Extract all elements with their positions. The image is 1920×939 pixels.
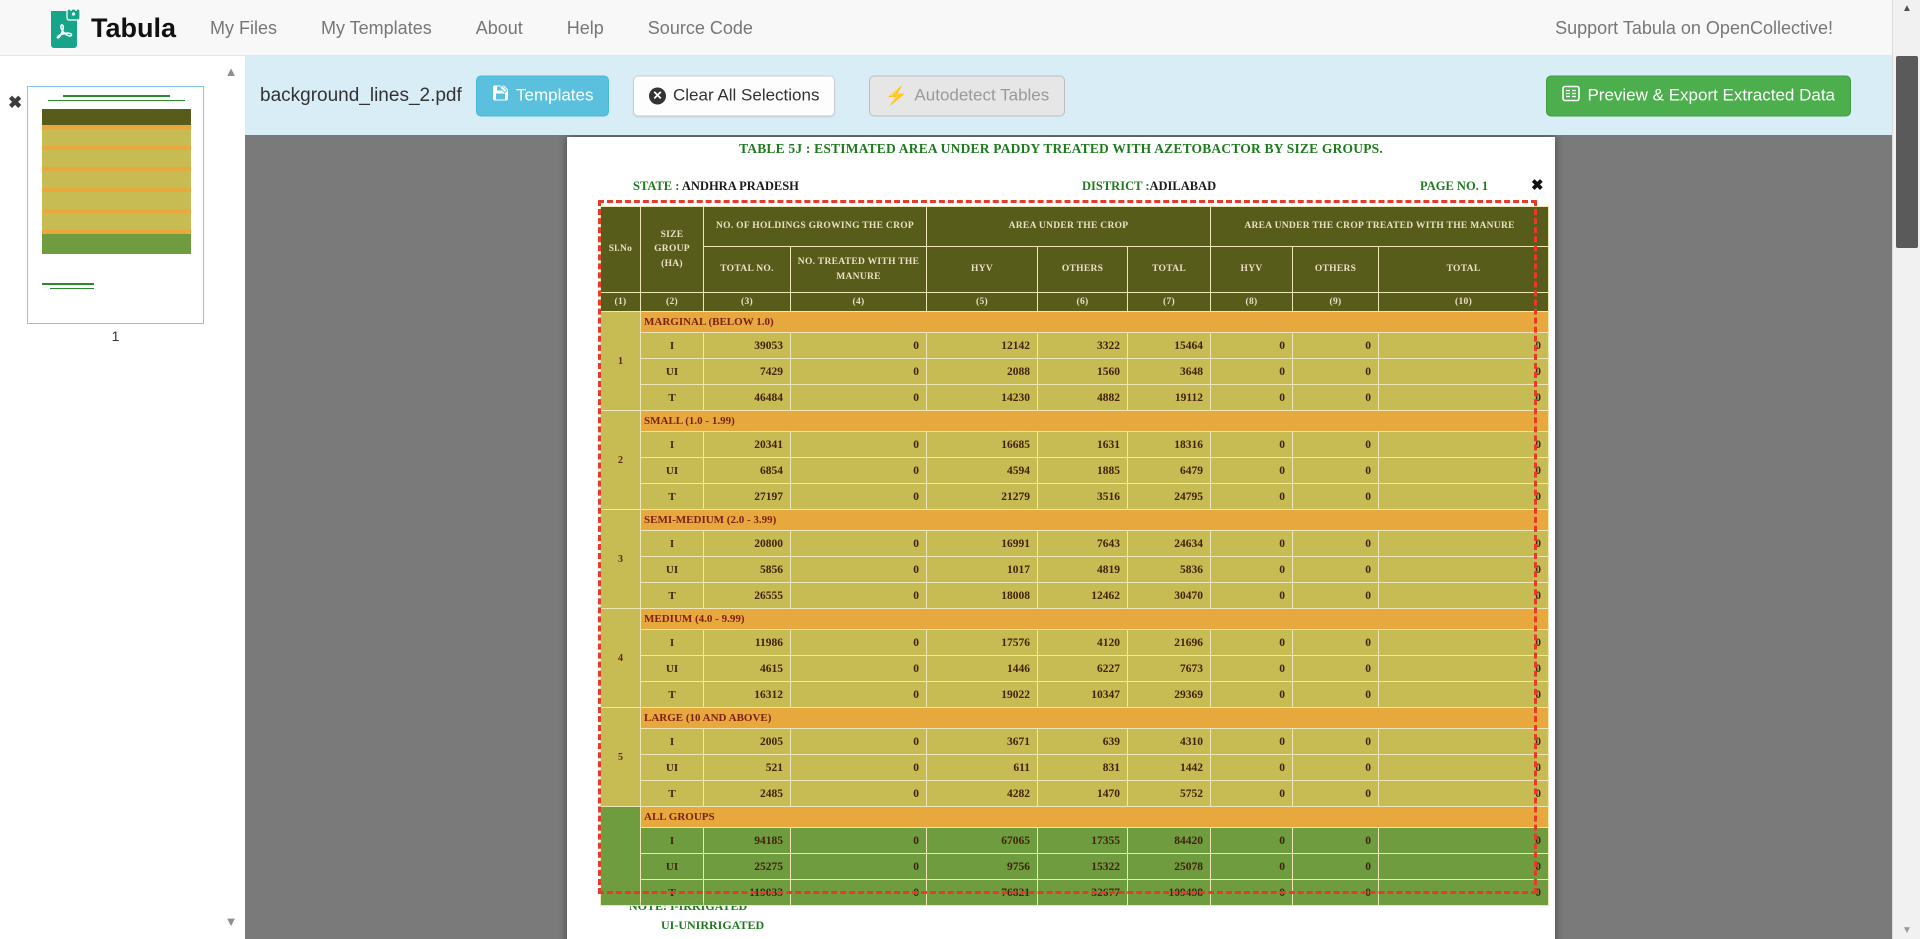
thumb-note-line: [42, 283, 94, 285]
clear-selections-icon: ✕: [649, 87, 666, 104]
export-button-label: Preview & Export Extracted Data: [1587, 86, 1835, 106]
document-toolbar: background_lines_2.pdf Templates ✕ Clear…: [245, 56, 1892, 135]
clear-all-selections-button[interactable]: ✕ Clear All Selections: [633, 75, 835, 116]
clear-button-label: Clear All Selections: [673, 86, 819, 106]
vertical-scrollbar[interactable]: ▲ ▼: [1892, 0, 1920, 939]
pdf-page-1: TABLE 5J : ESTIMATED AREA UNDER PADDY TR…: [567, 137, 1555, 939]
document-filename: background_lines_2.pdf: [260, 85, 462, 107]
nav-item-my-files[interactable]: My Files: [188, 18, 299, 39]
thumb-title-line: [63, 95, 170, 97]
state-label: STATE :: [633, 179, 679, 193]
brand-link[interactable]: Tabula: [45, 7, 176, 49]
district-value: ADILABAD: [1150, 179, 1217, 193]
autodetect-tables-button[interactable]: ⚡ Autodetect Tables: [869, 75, 1065, 116]
tabula-logo-icon: [45, 7, 81, 49]
main-nav: My Files My Templates About Help Source …: [188, 0, 775, 56]
scrollbar-thumb[interactable]: [1896, 56, 1918, 248]
nav-item-help[interactable]: Help: [545, 18, 626, 39]
brand-title: Tabula: [91, 13, 176, 44]
page-thumbnail[interactable]: [27, 86, 204, 324]
sidebar-scroll-down-icon[interactable]: ▼: [222, 914, 240, 930]
thumb-table-preview: [42, 109, 191, 254]
nav-item-my-templates[interactable]: My Templates: [299, 18, 454, 39]
table-title: TABLE 5J : ESTIMATED AREA UNDER PADDY TR…: [567, 141, 1555, 157]
scrollbar-up-icon[interactable]: ▲: [1893, 0, 1920, 17]
preview-export-button[interactable]: Preview & Export Extracted Data: [1546, 75, 1851, 116]
thumb-note-line2: [50, 288, 94, 289]
bolt-icon: ⚡: [885, 85, 907, 106]
page-thumbnail-sidebar: ▲ ✖ 1 ▼: [0, 56, 245, 939]
scrollbar-down-icon[interactable]: ▼: [1893, 922, 1920, 939]
autodetect-button-label: Autodetect Tables: [914, 86, 1049, 106]
remove-page-icon[interactable]: ✖: [8, 94, 22, 111]
table-preview-icon: [1562, 85, 1580, 106]
save-template-icon: [492, 85, 509, 107]
note-line-2: UI-UNIRRIGATED: [629, 916, 764, 935]
district-label: DISTRICT :: [1082, 179, 1150, 193]
templates-button[interactable]: Templates: [476, 75, 609, 116]
top-navbar: Tabula My Files My Templates About Help …: [0, 0, 1920, 56]
selection-close-icon[interactable]: ✖: [1531, 176, 1544, 194]
tabula-window: Tabula My Files My Templates About Help …: [0, 0, 1920, 939]
pdf-viewer-area: TABLE 5J : ESTIMATED AREA UNDER PADDY TR…: [245, 135, 1892, 939]
thumb-subtitle-line: [48, 100, 185, 101]
thumbnail-page-number: 1: [27, 328, 204, 344]
state-value: ANDHRA PRADESH: [682, 179, 799, 193]
table-selection-region[interactable]: [598, 200, 1537, 894]
support-link[interactable]: Support Tabula on OpenCollective!: [1555, 0, 1833, 56]
nav-item-source-code[interactable]: Source Code: [626, 18, 775, 39]
templates-button-label: Templates: [516, 86, 593, 106]
page-number-label: PAGE NO. 1: [1420, 179, 1488, 194]
nav-item-about[interactable]: About: [454, 18, 545, 39]
sidebar-scroll-up-icon[interactable]: ▲: [222, 64, 240, 80]
